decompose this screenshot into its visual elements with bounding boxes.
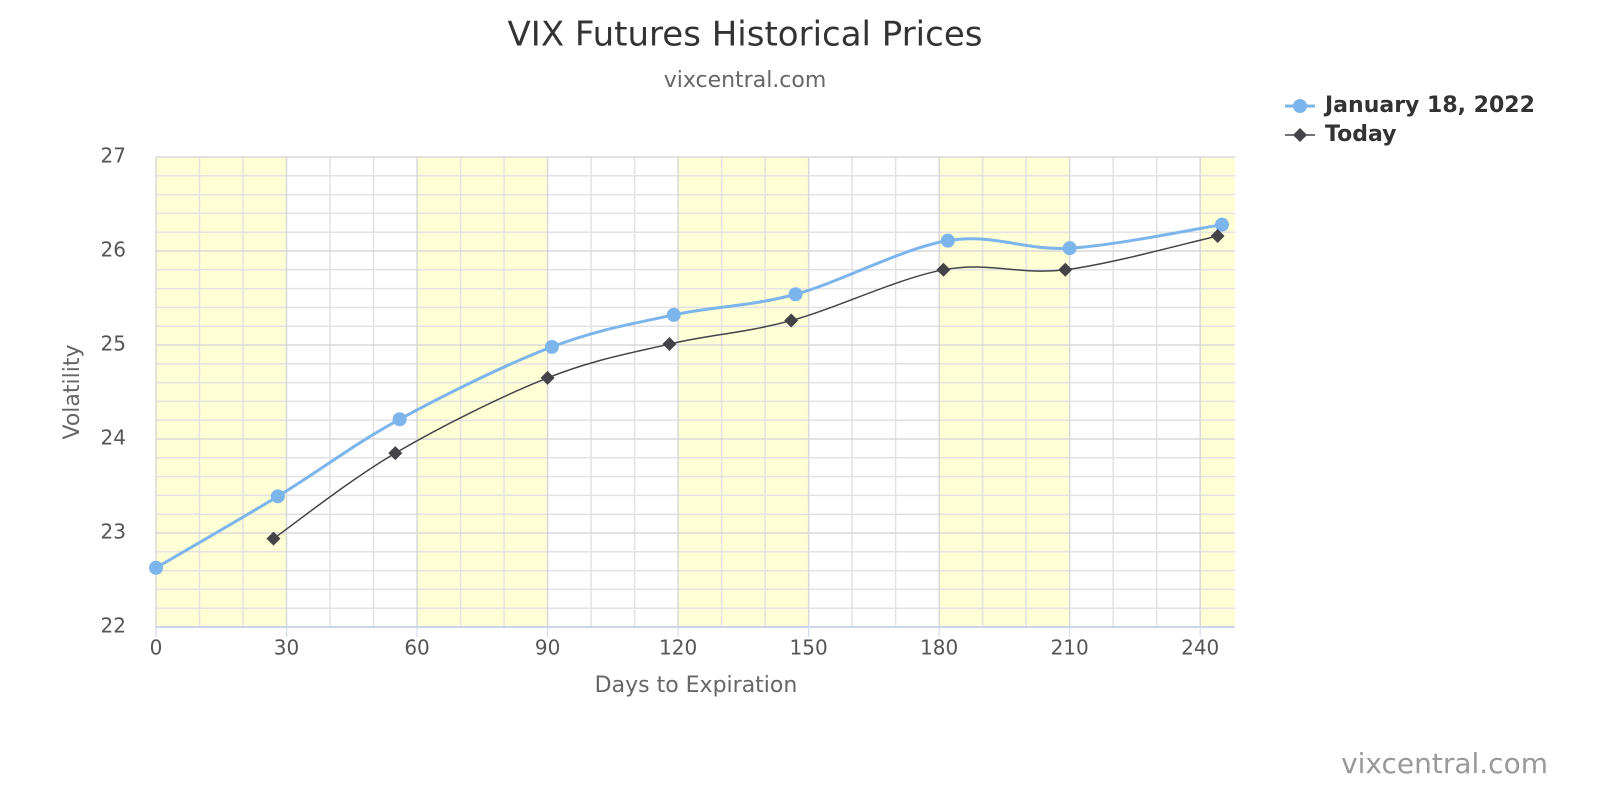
watermark: vixcentral.com <box>1341 747 1548 780</box>
data-point <box>940 233 955 248</box>
data-point <box>270 489 285 504</box>
data-point <box>1058 262 1073 277</box>
data-point <box>540 370 555 385</box>
data-point <box>544 339 559 354</box>
x-tick-label: 60 <box>404 636 429 660</box>
x-tick-label: 150 <box>790 636 828 660</box>
data-point <box>1062 241 1077 256</box>
y-tick-label: 24 <box>101 426 126 450</box>
x-tick-label: 210 <box>1051 636 1089 660</box>
series <box>149 217 1229 575</box>
data-point <box>388 446 403 461</box>
series <box>266 228 1225 546</box>
y-tick-label: 22 <box>101 614 126 638</box>
x-tick-label: 90 <box>535 636 560 660</box>
plot-background <box>156 157 1235 627</box>
plot-band <box>678 157 809 627</box>
data-point <box>1210 228 1225 243</box>
data-point <box>149 560 163 575</box>
x-tick-label: 180 <box>920 636 958 660</box>
y-tick-label: 27 <box>101 144 126 168</box>
legend-label: Today <box>1325 122 1396 147</box>
chart-subtitle: vixcentral.com <box>664 68 827 93</box>
data-point <box>666 307 681 322</box>
legend-symbol <box>1293 99 1307 113</box>
y-tick-label: 25 <box>101 332 126 356</box>
y-tick-label: 23 <box>101 520 126 544</box>
x-tick-label: 30 <box>274 636 299 660</box>
x-tick-label: 120 <box>659 636 697 660</box>
y-axis-label: Volatility <box>60 344 85 439</box>
plot-band <box>156 157 287 627</box>
y-tick-label: 26 <box>101 238 126 262</box>
plot-band <box>939 157 1070 627</box>
x-axis-label: Days to Expiration <box>595 673 798 698</box>
data-point <box>266 531 281 546</box>
data-point <box>392 412 407 427</box>
chart-title: VIX Futures Historical Prices <box>508 15 983 55</box>
x-tick-label: 0 <box>150 636 163 660</box>
data-point <box>936 262 951 277</box>
data-point <box>784 313 799 328</box>
series-line <box>273 235 1218 540</box>
plot-band <box>417 157 548 627</box>
legend-symbol <box>1293 128 1307 142</box>
legend-label: January 18, 2022 <box>1323 93 1535 118</box>
data-point <box>1214 217 1229 232</box>
x-tick-label: 240 <box>1181 636 1219 660</box>
data-point <box>788 287 803 302</box>
data-point <box>662 337 677 352</box>
